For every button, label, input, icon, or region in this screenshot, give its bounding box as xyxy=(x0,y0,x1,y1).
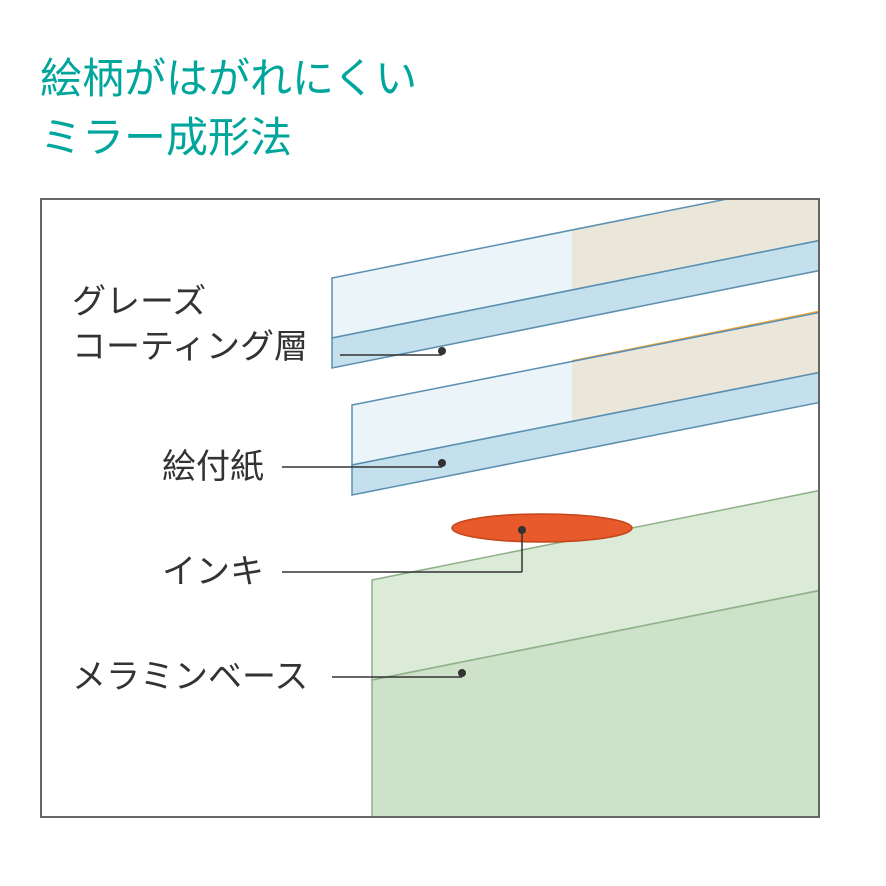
title-line1: 絵柄がはがれにくい xyxy=(40,55,417,102)
label-ink: インキ xyxy=(162,550,264,596)
label-paper: 絵付紙 xyxy=(162,445,264,491)
label-glaze: グレーズ コーティング層 xyxy=(72,280,308,372)
diagram-title: 絵柄がはがれにくい ミラー成形法 xyxy=(40,50,846,168)
ink-layer xyxy=(452,514,632,542)
diagram-container: グレーズ コーティング層 絵付紙 インキ メラミンベース xyxy=(40,198,820,818)
title-line2: ミラー成形法 xyxy=(40,114,292,161)
label-base: メラミンベース xyxy=(72,655,308,701)
